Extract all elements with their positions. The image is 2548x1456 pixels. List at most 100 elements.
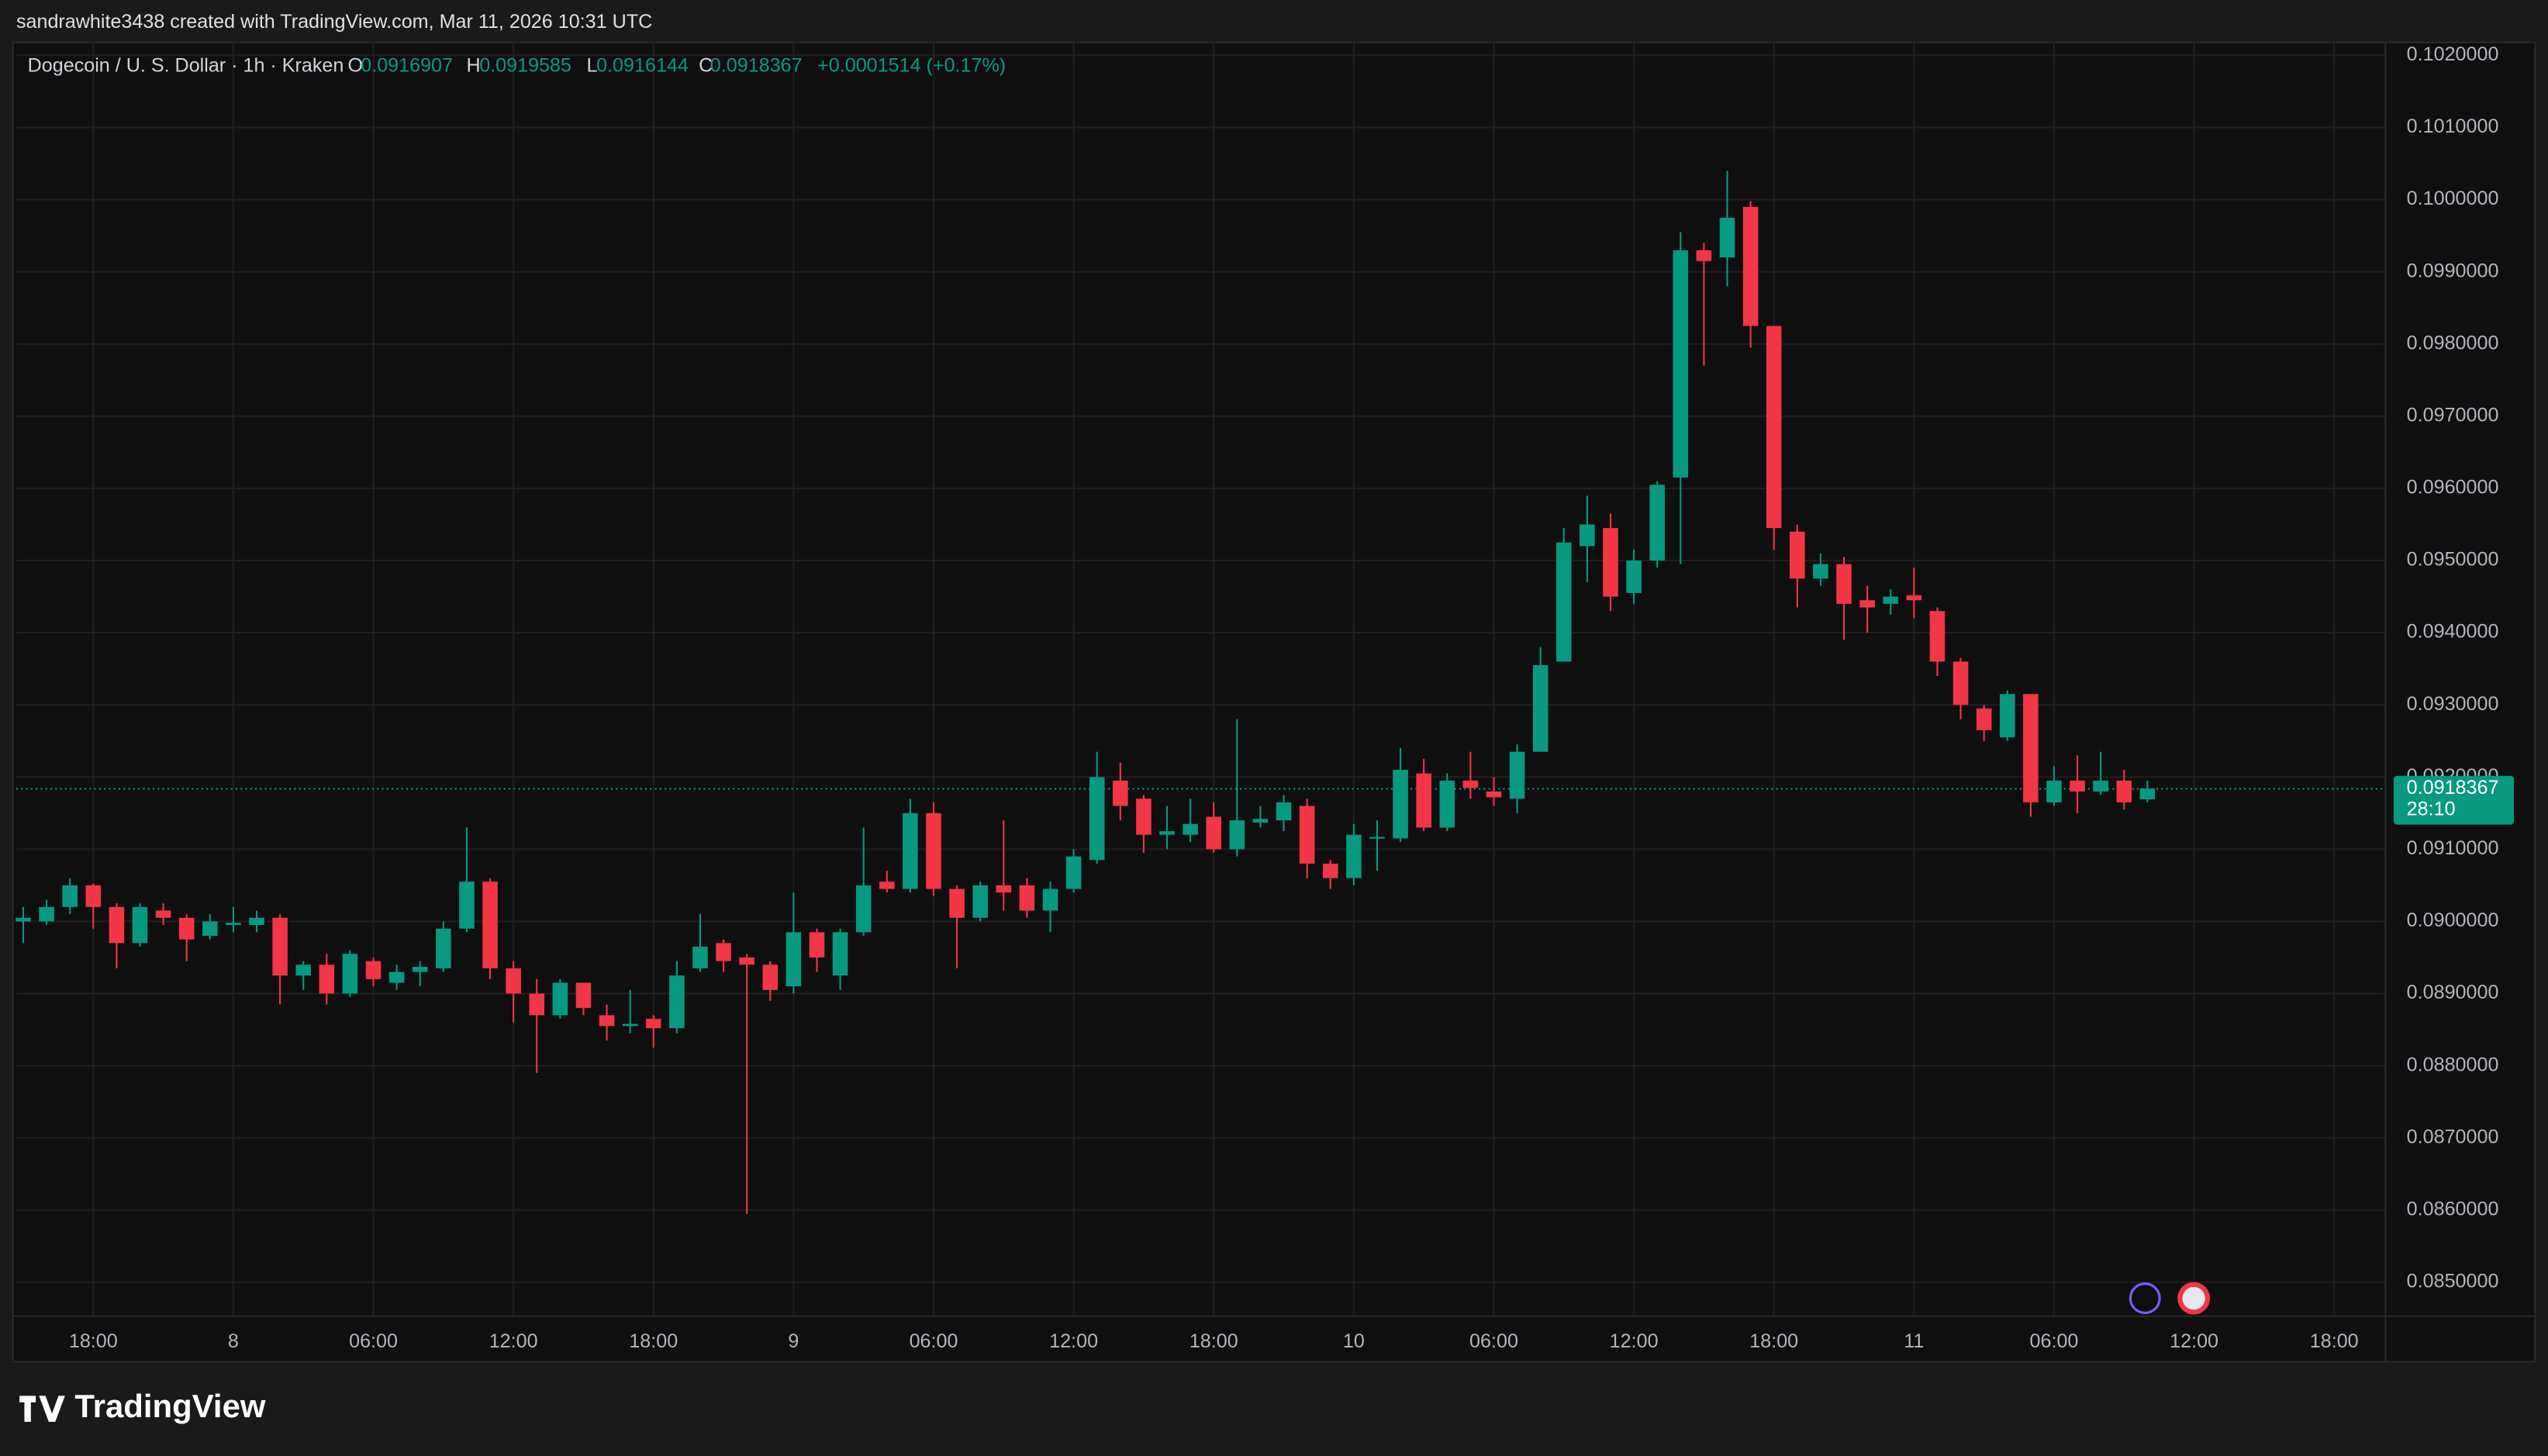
candle-body	[1836, 564, 1852, 604]
candle-body	[1299, 806, 1315, 864]
candle-body	[669, 975, 685, 1029]
legend-title: Dogecoin / U. S. Dollar · 1h · Kraken	[28, 55, 344, 77]
icon[interactable]	[2129, 1282, 2161, 1315]
candle-body	[155, 910, 171, 918]
candle-body	[1929, 611, 1946, 662]
legend-value: 0.0919585	[479, 55, 571, 77]
candle-body	[1999, 694, 2015, 738]
y-tick-label: 0.0870000	[2407, 1126, 2499, 1147]
icon[interactable]	[2182, 1286, 2205, 1310]
x-tick-label: 06:00	[349, 1330, 398, 1352]
candle-body	[1813, 564, 1828, 579]
candle-body	[1042, 888, 1058, 911]
candle-body	[1252, 819, 1269, 823]
candle-body	[342, 954, 358, 994]
legend-key: O	[347, 55, 363, 77]
legend-value: 0.0918367	[710, 55, 803, 77]
y-tick-label: 0.0880000	[2407, 1054, 2499, 1075]
legend-key: H	[466, 55, 480, 77]
legend-value: 0.0916907	[361, 55, 453, 77]
candle-body	[85, 885, 102, 907]
logo-text: TradingView	[74, 1388, 265, 1424]
overlay: 0.0850000 0.0860000 0.0870000 0.0880000 0.08…	[16, 42, 2514, 1352]
candle-body	[1065, 856, 1082, 889]
candle-body	[785, 932, 802, 987]
candle-body	[39, 906, 54, 922]
y-tick-label: 0.0930000	[2407, 693, 2499, 715]
candle-body	[692, 947, 708, 968]
candle-body	[202, 921, 218, 937]
candle-body	[1346, 834, 1362, 878]
y-tick-label: 0.1000000	[2407, 188, 2499, 209]
candle-body	[1393, 769, 1408, 839]
candle-body	[1462, 780, 1479, 788]
candle-body	[2046, 780, 2062, 802]
candle-body	[62, 885, 78, 907]
legend-value: 0.0916144	[596, 55, 689, 77]
candle-body	[388, 971, 405, 983]
candle-body	[1883, 596, 1899, 604]
candle-body	[1906, 595, 1922, 601]
x-tick-label: 18:00	[629, 1330, 678, 1352]
countdown: 28:10	[2407, 798, 2456, 819]
header: sandrawhite3438 created with TradingView…	[16, 11, 652, 33]
candle-body	[249, 917, 264, 926]
x-tick-label: 12:00	[1049, 1330, 1098, 1352]
x-tick-label: 06:00	[910, 1330, 958, 1352]
candles	[16, 171, 2156, 1214]
candle-body	[226, 923, 241, 926]
x-tick-label: 12:00	[1610, 1330, 1659, 1352]
candle-body	[903, 813, 918, 889]
candle-body	[1859, 600, 1875, 608]
candle-body	[1416, 773, 1431, 828]
candle-body	[109, 906, 125, 944]
x-tick-label: 06:00	[1469, 1330, 1518, 1352]
y-tick-label: 0.0850000	[2407, 1271, 2499, 1292]
x-tick-label: 12:00	[2170, 1330, 2218, 1352]
labels: 0.0850000 0.0860000 0.0870000 0.0880000 0.08…	[28, 43, 2514, 1352]
x-tick-label: 10	[1343, 1330, 1365, 1352]
y-tick-label: 0.0860000	[2407, 1198, 2499, 1220]
chart-pane	[12, 41, 2536, 1363]
candle-body	[2116, 780, 2132, 802]
y-tick-label: 0.1010000	[2407, 116, 2499, 137]
candle-body	[178, 917, 195, 940]
candle-body	[1742, 206, 1759, 326]
candle-body	[949, 888, 965, 918]
candle-body	[1019, 885, 1035, 911]
candle-body	[1439, 780, 1455, 828]
candle-body	[1603, 528, 1618, 597]
last-price-label: 0.0918367	[2407, 777, 2499, 799]
candle-body	[809, 932, 825, 957]
candle-body	[1556, 542, 1572, 662]
candle-body	[132, 906, 148, 944]
x-tick-label: 9	[788, 1330, 799, 1352]
candle-body	[739, 957, 754, 965]
candle-body	[1206, 816, 1222, 850]
candle-body	[996, 885, 1012, 893]
candle-body	[529, 993, 545, 1016]
y-tick-label: 0.0990000	[2407, 260, 2499, 281]
y-tick-label: 0.0940000	[2407, 621, 2499, 643]
candle-body	[412, 967, 428, 972]
candle-body	[552, 982, 568, 1016]
candle-body	[645, 1019, 661, 1029]
candle-body	[1696, 250, 1712, 261]
y-tick-label: 0.0950000	[2407, 549, 2499, 571]
candle-body	[459, 882, 475, 929]
y-tick-label: 0.0970000	[2407, 404, 2499, 426]
last-price-box	[2393, 775, 2514, 825]
x-tick-label: 18:00	[69, 1330, 118, 1352]
candle-body	[295, 964, 312, 976]
legend-key: L	[587, 55, 598, 77]
candle-body	[365, 961, 382, 979]
y-tick-label: 0.0900000	[2407, 909, 2499, 931]
candle-body	[1673, 250, 1689, 478]
candle-body	[972, 885, 989, 918]
candle-body	[1580, 524, 1595, 547]
x-tick-label: 8	[228, 1330, 239, 1352]
legend-key: C	[699, 55, 713, 77]
candle-body	[716, 943, 731, 961]
